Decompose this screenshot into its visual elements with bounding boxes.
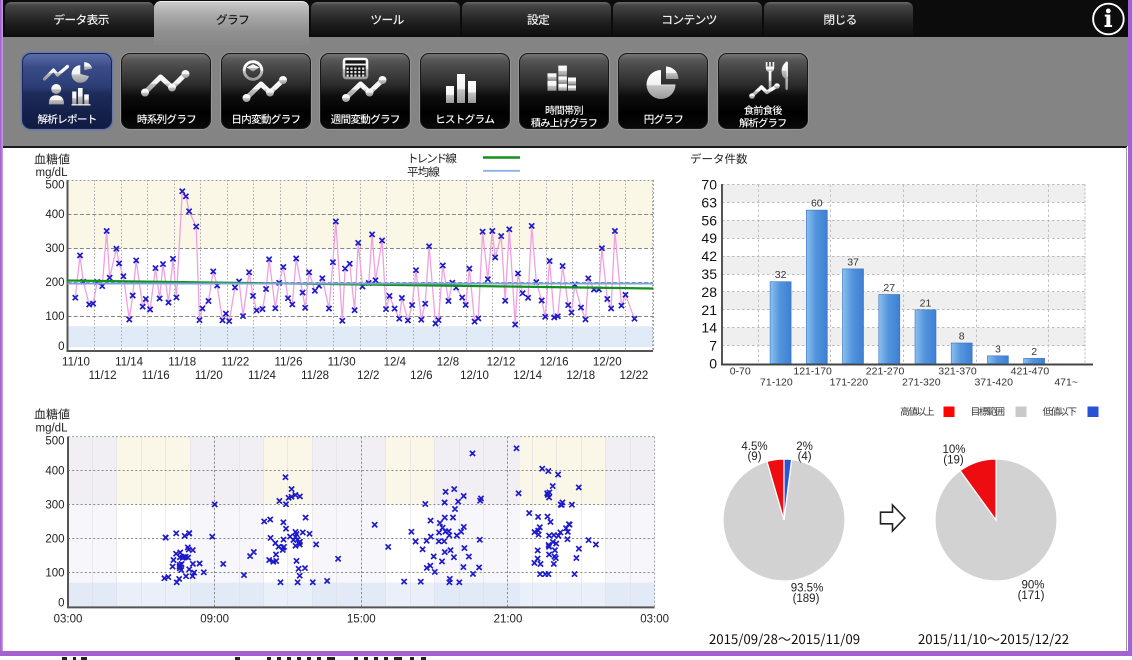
svg-text:12/18: 12/18 — [566, 370, 595, 382]
svg-text:4.5%: 4.5% — [741, 441, 767, 453]
svg-text:(9): (9) — [747, 451, 761, 463]
svg-text:49: 49 — [701, 230, 717, 246]
svg-text:371-420: 371-420 — [974, 377, 1013, 389]
svg-text:12/6: 12/6 — [410, 370, 432, 382]
svg-text:90%: 90% — [1021, 580, 1044, 592]
svg-text:421-470: 421-470 — [1011, 366, 1050, 378]
svg-text:11/20: 11/20 — [195, 370, 223, 382]
svg-text:60: 60 — [811, 198, 823, 210]
svg-text:14: 14 — [701, 320, 717, 336]
svg-text:56: 56 — [701, 212, 717, 228]
svg-text:11/30: 11/30 — [328, 357, 356, 369]
svg-text:12/12: 12/12 — [487, 357, 516, 369]
svg-text:15:00: 15:00 — [347, 614, 376, 626]
svg-text:8: 8 — [959, 331, 965, 343]
svg-text:03:00: 03:00 — [54, 614, 83, 626]
svg-text:321-370: 321-370 — [938, 366, 977, 378]
svg-text:63: 63 — [701, 194, 717, 210]
svg-text:2: 2 — [1031, 346, 1037, 358]
svg-text:(189): (189) — [793, 593, 820, 605]
svg-text:21:00: 21:00 — [494, 614, 523, 626]
svg-text:93.5%: 93.5% — [791, 583, 824, 595]
svg-text:500: 500 — [45, 436, 64, 448]
svg-text:12/4: 12/4 — [384, 357, 407, 369]
svg-text:0: 0 — [58, 597, 64, 609]
svg-text:12/16: 12/16 — [540, 357, 569, 369]
svg-text:12/20: 12/20 — [593, 357, 622, 369]
svg-text:37: 37 — [847, 256, 859, 268]
svg-text:32: 32 — [775, 269, 787, 281]
svg-text:0-70: 0-70 — [730, 366, 751, 378]
svg-text:71-120: 71-120 — [760, 377, 793, 389]
svg-text:221-270: 221-270 — [866, 366, 905, 378]
svg-text:12/8: 12/8 — [437, 357, 459, 369]
svg-text:0: 0 — [709, 356, 717, 372]
svg-text:11/16: 11/16 — [142, 370, 170, 382]
svg-text:11/18: 11/18 — [168, 357, 196, 369]
svg-text:3: 3 — [995, 343, 1001, 355]
svg-text:11/14: 11/14 — [115, 357, 144, 369]
svg-text:28: 28 — [701, 284, 717, 300]
svg-text:100: 100 — [45, 567, 64, 579]
svg-text:400: 400 — [45, 209, 64, 221]
svg-text:35: 35 — [701, 266, 717, 282]
svg-text:21: 21 — [920, 297, 932, 309]
svg-text:42: 42 — [701, 248, 717, 264]
svg-text:200: 200 — [45, 277, 64, 289]
svg-text:11/22: 11/22 — [221, 357, 249, 369]
svg-text:11/24: 11/24 — [248, 370, 277, 382]
svg-text:(4): (4) — [798, 451, 812, 463]
svg-text:mg/dL: mg/dL — [36, 167, 69, 179]
svg-text:2%: 2% — [796, 441, 813, 453]
svg-text:21: 21 — [701, 302, 717, 318]
svg-text:11/26: 11/26 — [275, 357, 303, 369]
svg-text:11/10: 11/10 — [62, 357, 90, 369]
svg-text:12/22: 12/22 — [619, 370, 648, 382]
svg-text:300: 300 — [45, 499, 64, 511]
svg-text:09:00: 09:00 — [200, 614, 229, 626]
svg-text:(171): (171) — [1018, 590, 1045, 602]
svg-text:12/14: 12/14 — [513, 370, 542, 382]
svg-text:70: 70 — [701, 177, 717, 193]
svg-text:11/28: 11/28 — [301, 370, 329, 382]
svg-text:300: 300 — [45, 243, 64, 255]
svg-text:121-170: 121-170 — [793, 366, 832, 378]
svg-text:27: 27 — [883, 282, 895, 294]
svg-text:171-220: 171-220 — [830, 377, 869, 389]
svg-text:200: 200 — [45, 533, 64, 545]
svg-text:100: 100 — [45, 311, 64, 323]
svg-text:11/12: 11/12 — [89, 370, 117, 382]
svg-text:(19): (19) — [943, 455, 964, 467]
svg-text:471~: 471~ — [1054, 377, 1078, 389]
svg-text:7: 7 — [709, 338, 717, 354]
svg-text:12/10: 12/10 — [460, 370, 489, 382]
svg-text:03:00: 03:00 — [640, 614, 669, 626]
svg-text:500: 500 — [45, 179, 64, 191]
svg-text:10%: 10% — [942, 444, 965, 456]
svg-text:mg/dL: mg/dL — [36, 423, 69, 435]
svg-text:0: 0 — [58, 341, 64, 353]
svg-text:400: 400 — [45, 465, 64, 477]
svg-text:271-320: 271-320 — [902, 377, 941, 389]
svg-text:12/2: 12/2 — [357, 370, 379, 382]
